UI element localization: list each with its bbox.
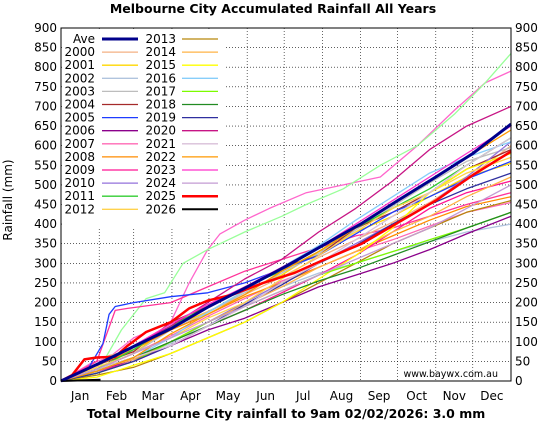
- y-tick-label-right: 50: [515, 354, 530, 368]
- x-tick-label: Jul: [295, 389, 310, 403]
- credit-label: www.baywx.com.au: [404, 369, 499, 380]
- y-tick-label-right: 250: [515, 276, 538, 290]
- legend-box: [62, 29, 224, 227]
- x-tick-label: Dec: [480, 389, 503, 403]
- series-line-2025: [60, 150, 512, 383]
- x-tick-label: Mar: [142, 389, 165, 403]
- series-line-2014: [60, 176, 512, 382]
- y-tick-label-right: 450: [515, 198, 538, 212]
- y-axis-label: Rainfall (mm): [1, 159, 15, 240]
- legend-label: 2011: [64, 189, 95, 203]
- legend-label: 2017: [145, 84, 176, 98]
- y-tick-label: 900: [34, 21, 57, 35]
- y-tick-label: 450: [34, 198, 57, 212]
- y-tick-label: 250: [34, 276, 57, 290]
- y-ticks-right: 0 50 100 150 200 250 300 350 400 450 500 550 600 650 7…: [515, 21, 538, 388]
- legend-label: 2006: [64, 124, 95, 138]
- y-tick-label: 0: [49, 374, 57, 388]
- y-tick-label-right: 400: [515, 217, 538, 231]
- legend-label: 2008: [64, 150, 95, 164]
- legend: Ave2000200120022003200420052006200720082…: [62, 29, 224, 227]
- x-tick-label: Sep: [368, 389, 391, 403]
- legend-label: 2026: [145, 202, 176, 216]
- y-tick-label-right: 700: [515, 99, 538, 113]
- legend-label: 2001: [64, 58, 95, 72]
- y-tick-label-right: 500: [515, 178, 538, 192]
- plot-frame: [60, 27, 512, 382]
- y-tick-label: 300: [34, 256, 57, 270]
- legend-label: 2016: [145, 71, 176, 85]
- legend-label: 2013: [145, 32, 176, 46]
- legend-label: 2010: [64, 176, 95, 190]
- legend-label: 2025: [145, 189, 176, 203]
- series-line-2007: [60, 201, 512, 382]
- y-tick-label-right: 350: [515, 237, 538, 251]
- y-tick-label: 600: [34, 139, 57, 153]
- y-tick-label-right: 650: [515, 119, 538, 133]
- x-ticks: Jan Feb Mar Apr May Jun Jul Aug Sep Oct Nov Dec: [70, 389, 504, 403]
- legend-label: 2023: [145, 163, 176, 177]
- series-layer: [60, 53, 512, 383]
- y-tick-label-right: 0: [515, 374, 523, 388]
- y-tick-label-right: 850: [515, 41, 538, 55]
- y-tick-label: 150: [34, 315, 57, 329]
- x-tick-label: Jan: [70, 389, 90, 403]
- y-tick-label: 50: [42, 354, 57, 368]
- legend-label: 2004: [64, 98, 95, 112]
- series-line-extra-2: [60, 53, 512, 382]
- y-tick-label: 750: [34, 80, 57, 94]
- legend-label: 2024: [145, 176, 176, 190]
- y-tick-label: 350: [34, 237, 57, 251]
- y-tick-label-right: 150: [515, 315, 538, 329]
- y-tick-label-right: 900: [515, 21, 538, 35]
- y-tick-label-right: 300: [515, 256, 538, 270]
- y-tick-label: 500: [34, 178, 57, 192]
- y-tick-label-right: 100: [515, 335, 538, 349]
- y-tick-label: 850: [34, 41, 57, 55]
- legend-label: 2022: [145, 150, 176, 164]
- legend-label: 2000: [64, 45, 95, 59]
- series-line-extra-1: [60, 70, 512, 382]
- x-tick-label: Apr: [180, 389, 201, 403]
- legend-label: 2020: [145, 124, 176, 138]
- y-tick-label-right: 800: [515, 60, 538, 74]
- y-tick-label: 400: [34, 217, 57, 231]
- legend-label: 2015: [145, 58, 176, 72]
- legend-label: 2014: [145, 45, 176, 59]
- y-tick-label-right: 550: [515, 158, 538, 172]
- legend-label: 2019: [145, 111, 176, 125]
- y-tick-label: 800: [34, 60, 57, 74]
- x-tick-label: May: [216, 389, 241, 403]
- chart-footer: Total Melbourne City rainfall to 9am 02/…: [87, 406, 486, 421]
- legend-label: 2007: [64, 137, 95, 151]
- y-tick-label: 700: [34, 99, 57, 113]
- legend-label: 2018: [145, 98, 176, 112]
- legend-label: 2009: [64, 163, 95, 177]
- legend-label: 2003: [64, 84, 95, 98]
- x-tick-label: Jun: [255, 389, 275, 403]
- y-tick-label: 650: [34, 119, 57, 133]
- y-ticks-left: 0 50 100 150 200 250 300 350 400 450 500 550 600 650 7…: [34, 21, 57, 388]
- y-tick-label: 550: [34, 158, 57, 172]
- y-tick-label-right: 750: [515, 80, 538, 94]
- y-tick-label-right: 600: [515, 139, 538, 153]
- legend-label: 2005: [64, 111, 95, 125]
- legend-label: 2002: [64, 71, 95, 85]
- chart-title: Melbourne City Accumulated Rainfall All …: [110, 1, 436, 16]
- legend-label: 2021: [145, 137, 176, 151]
- x-tick-label: Oct: [406, 389, 427, 403]
- x-tick-label: Feb: [106, 389, 127, 403]
- x-tick-label: Nov: [443, 389, 466, 403]
- y-tick-label: 100: [34, 335, 57, 349]
- series-line-ave: [60, 122, 512, 383]
- y-tick-label-right: 200: [515, 296, 538, 310]
- y-tick-label: 200: [34, 296, 57, 310]
- legend-label: 2012: [64, 202, 95, 216]
- legend-label: Ave: [73, 32, 95, 46]
- series-line-2024: [60, 184, 512, 382]
- x-tick-label: Aug: [330, 389, 353, 403]
